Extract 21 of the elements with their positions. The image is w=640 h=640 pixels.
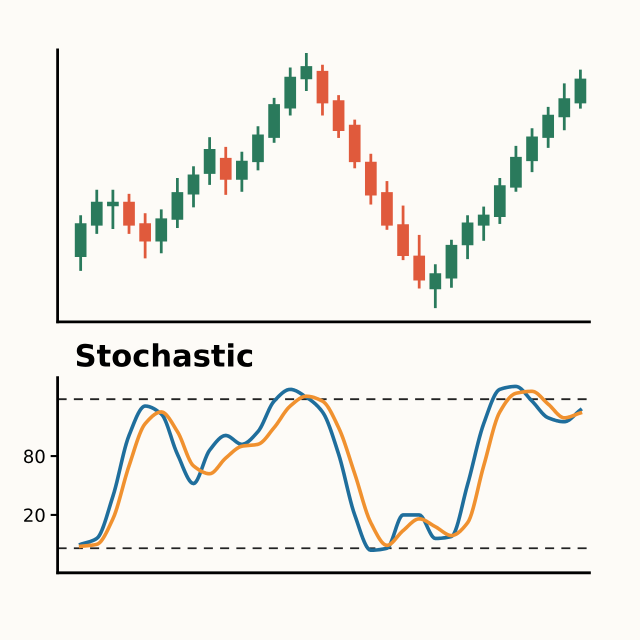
- candlestick: [123, 192, 135, 236]
- candlestick: [236, 150, 248, 194]
- candlestick: [478, 205, 490, 242]
- candlestick: [155, 208, 168, 255]
- candlestick: [300, 52, 312, 92]
- y-tick-label: 20: [24, 508, 45, 522]
- candlestick: [188, 164, 200, 209]
- candlestick: [526, 126, 538, 174]
- candlestick: [413, 234, 426, 290]
- candlestick: [429, 262, 442, 310]
- candlestick: [558, 82, 570, 132]
- candlestick: [90, 188, 103, 236]
- y-tick-label: 80: [24, 450, 45, 464]
- candlestick: [139, 212, 151, 260]
- candlestick: [542, 105, 554, 150]
- candlestick: [204, 136, 216, 186]
- candlestick: [462, 214, 474, 261]
- candlestick: [107, 188, 119, 230]
- candlestick: [220, 145, 232, 196]
- chart-title: Stochastic: [76, 343, 252, 367]
- candlestick: [574, 68, 586, 110]
